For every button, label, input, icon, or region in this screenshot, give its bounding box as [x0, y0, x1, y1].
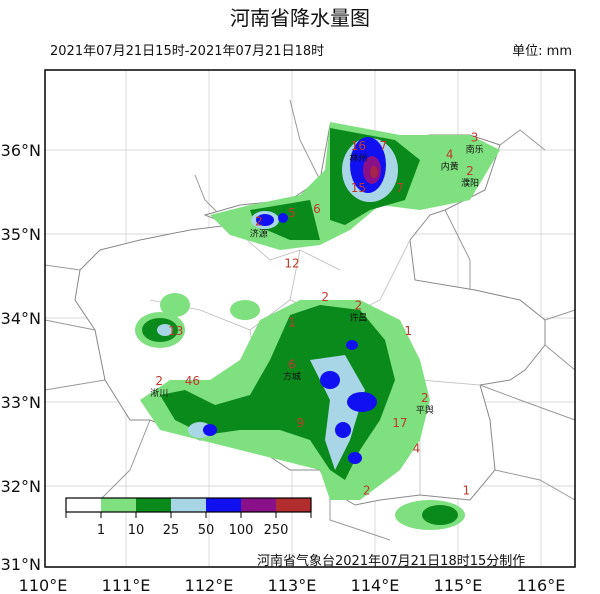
station-name: 林州 — [349, 152, 367, 164]
station-value: 16 — [351, 139, 366, 153]
legend-swatch — [101, 498, 136, 512]
station-value: 2 — [363, 483, 371, 497]
time-period: 2021年07月21日15时-2021年07月21日18时 — [50, 44, 325, 59]
station-name: 濮阳 — [461, 177, 479, 189]
station-value: 5 — [288, 206, 296, 220]
credit-text: 河南省气象台2021年07月21日18时15分制作 — [257, 554, 526, 569]
station: 15 — [351, 181, 366, 195]
lat-tick-label: 36°N — [1, 141, 41, 160]
lat-tick-label: 31°N — [1, 555, 41, 574]
legend-label: 10 — [128, 523, 145, 538]
station: 6 — [313, 202, 321, 216]
lat-tick-label: 32°N — [1, 477, 41, 496]
legend-label: 100 — [229, 523, 254, 538]
station: 2 — [321, 290, 329, 304]
station-value: 4 — [446, 147, 454, 161]
station-value: 13 — [168, 324, 183, 338]
legend-swatch — [206, 498, 241, 512]
station: 13 — [168, 324, 183, 338]
station-value: 2 — [421, 391, 429, 405]
station: 9 — [296, 416, 304, 430]
station: 7 — [396, 181, 404, 195]
legend-label: 1 — [97, 523, 105, 538]
rainfall-areas — [135, 122, 500, 530]
station: 6方城 — [283, 357, 301, 382]
legend: 1 10 25 50 100 250 — [65, 497, 312, 538]
station-value: 1 — [404, 324, 412, 338]
legend-label: 50 — [198, 523, 215, 538]
station-value: 1 — [288, 315, 296, 329]
lat-tick-label: 33°N — [1, 393, 41, 412]
station-value: 17 — [392, 416, 407, 430]
unit-label: 单位: mm — [512, 44, 572, 59]
legend-border — [65, 497, 312, 513]
lon-tick-label: 110°E — [19, 576, 68, 594]
station-value: 2 — [155, 374, 163, 388]
station: 4 — [413, 441, 421, 455]
station: 1 — [404, 324, 412, 338]
station-value: 4 — [413, 441, 421, 455]
station-name: 济源 — [250, 228, 268, 240]
lon-tick-label: 114°E — [351, 576, 400, 594]
station-name: 内黄 — [441, 160, 459, 172]
station-value: 7 — [396, 181, 404, 195]
station: 46 — [185, 374, 200, 388]
station: 12 — [284, 257, 299, 271]
map-frame — [44, 69, 576, 568]
station-value: 2 — [255, 215, 263, 229]
legend-swatch — [136, 498, 171, 512]
legend-label: 25 — [163, 523, 180, 538]
neighbor-borders — [44, 99, 576, 541]
station: 2淅川 — [150, 374, 168, 399]
station-value: 15 — [351, 181, 366, 195]
station-name: 许昌 — [349, 312, 367, 324]
map-title: 河南省降水量图 — [230, 6, 370, 30]
station-value: 2 — [466, 164, 474, 178]
legend-swatch — [171, 498, 206, 512]
station: 1 — [462, 483, 470, 497]
station: 7 — [379, 139, 387, 153]
legend-label: 250 — [264, 523, 289, 538]
station-value: 12 — [284, 257, 299, 271]
station: 2许昌 — [349, 299, 367, 324]
station-value: 2 — [355, 299, 363, 313]
station-name: 平舆 — [416, 404, 434, 416]
station: 3南乐 — [466, 131, 484, 156]
station: 17 — [392, 416, 407, 430]
station-value: 6 — [288, 357, 296, 371]
station-value: 2 — [321, 290, 329, 304]
station: 2平舆 — [416, 391, 434, 416]
station: 1 — [288, 315, 296, 329]
lon-tick-label: 111°E — [102, 576, 151, 594]
lat-tick-label: 35°N — [1, 225, 41, 244]
station-value: 3 — [471, 131, 479, 145]
station-value: 46 — [185, 374, 200, 388]
lon-tick-label: 115°E — [434, 576, 483, 594]
axis-ticks: 110°E111°E112°E113°E114°E115°E116°E117°E… — [1, 141, 600, 594]
lon-tick-label: 113°E — [268, 576, 317, 594]
station-value: 9 — [296, 416, 304, 430]
station-value: 6 — [313, 202, 321, 216]
lon-tick-label: 116°E — [517, 576, 566, 594]
station: 2济源 — [250, 215, 268, 240]
station-name: 南乐 — [466, 144, 484, 156]
lat-tick-label: 34°N — [1, 309, 41, 328]
legend-swatch — [241, 498, 276, 512]
station: 5 — [288, 206, 296, 220]
lon-tick-label: 112°E — [185, 576, 234, 594]
station-name: 淅川 — [150, 387, 168, 399]
station-value: 1 — [462, 483, 470, 497]
station-name: 方城 — [283, 370, 301, 382]
station-value: 7 — [379, 139, 387, 153]
station: 2 — [363, 483, 371, 497]
legend-swatch — [276, 498, 311, 512]
station: 2濮阳 — [461, 164, 479, 189]
legend-swatch — [66, 498, 101, 512]
station: 4内黄 — [441, 147, 459, 172]
